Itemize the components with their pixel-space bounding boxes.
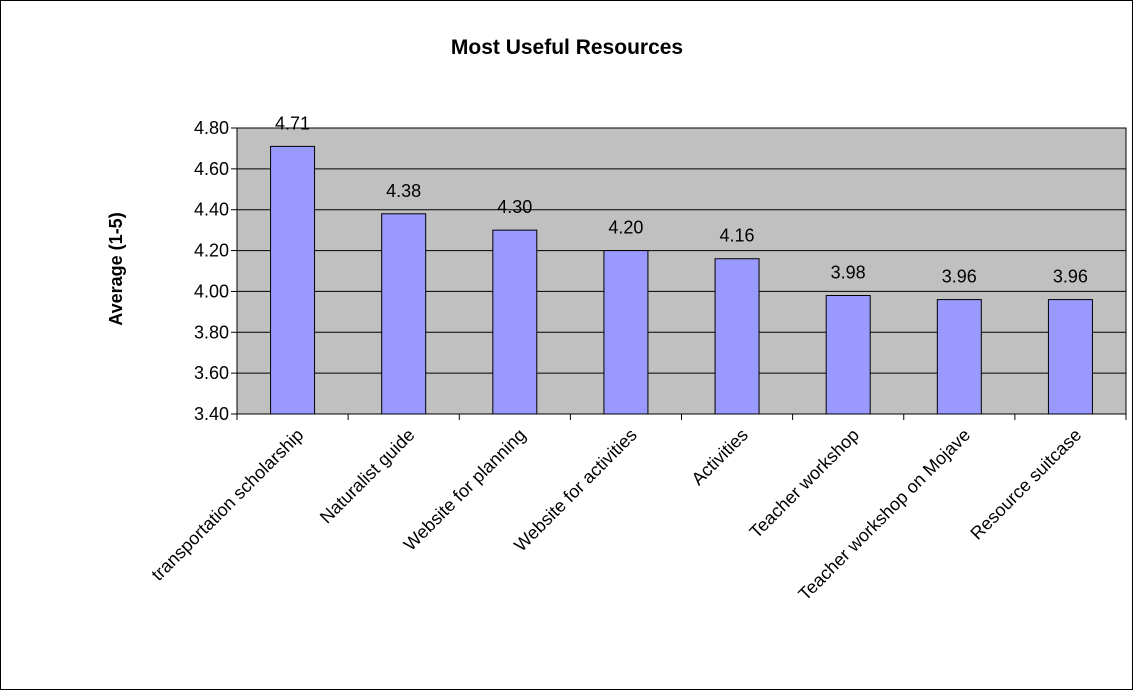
bar xyxy=(492,229,538,415)
y-axis-label: Average (1-5) xyxy=(106,212,126,325)
y-tick-label: 4.20 xyxy=(194,241,229,261)
data-label: 3.96 xyxy=(1053,267,1088,287)
plot-area xyxy=(236,127,1127,415)
bars: 4.71 4.38 4.30 4.20 4.16 3.98 3.96 3.96 xyxy=(270,113,1093,415)
bar xyxy=(825,295,871,415)
data-label: 3.98 xyxy=(831,263,866,283)
y-tick-label: 3.60 xyxy=(194,363,229,383)
data-label: 4.30 xyxy=(497,197,532,217)
x-tick-label: Website for planning xyxy=(400,425,530,555)
data-label: 3.96 xyxy=(942,267,977,287)
data-label: 4.71 xyxy=(275,113,310,133)
x-tick-label: transportation scholarship xyxy=(147,425,307,585)
y-tick-label: 4.60 xyxy=(194,159,229,179)
bar xyxy=(936,299,982,415)
x-tick-label: Resource suitcase xyxy=(966,425,1085,544)
y-tick-label: 3.80 xyxy=(194,322,229,342)
bar xyxy=(1047,299,1093,415)
y-tick-label: 3.40 xyxy=(194,404,229,424)
x-axis-ticks: transportation scholarship Naturalist gui… xyxy=(147,414,1127,604)
y-tick-label: 4.40 xyxy=(194,200,229,220)
x-tick-label: Activities xyxy=(688,425,752,489)
x-tick-label: Website for activities xyxy=(510,425,641,556)
x-tick-label: Teacher workshop xyxy=(746,425,863,542)
bar xyxy=(270,145,316,415)
data-label: 4.20 xyxy=(608,218,643,238)
y-tick-label: 4.80 xyxy=(194,118,229,138)
data-label: 4.38 xyxy=(386,181,421,201)
data-label: 4.16 xyxy=(720,226,755,246)
y-tick-label: 4.00 xyxy=(194,281,229,301)
chart-title: Most Useful Resources xyxy=(451,36,683,59)
bar xyxy=(714,258,760,415)
bar xyxy=(381,213,427,415)
y-axis-ticks: 3.40 3.60 3.80 4.00 4.20 4.40 4.60 4.80 xyxy=(194,118,238,424)
x-tick-label: Naturalist guide xyxy=(316,425,419,528)
bar xyxy=(603,250,649,415)
